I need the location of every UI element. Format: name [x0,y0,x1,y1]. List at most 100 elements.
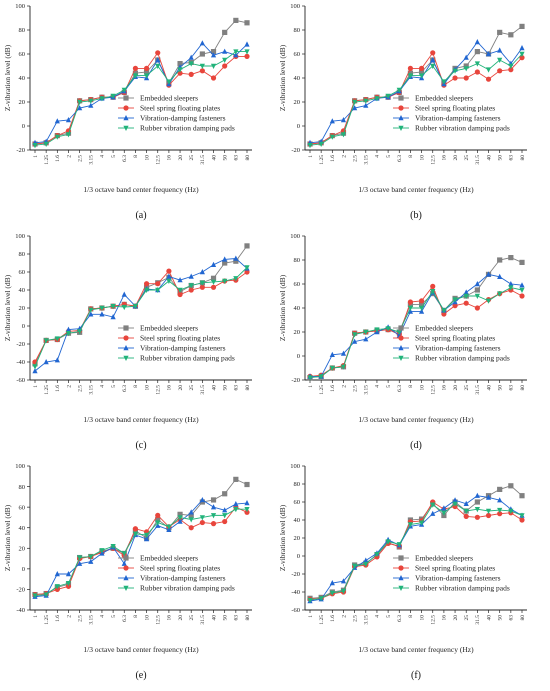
data-point [508,63,514,69]
data-point [233,17,239,23]
data-point [474,49,480,55]
data-point [177,61,183,67]
data-point [340,350,347,356]
data-point [188,61,194,67]
data-point [407,299,414,305]
data-point [474,69,480,75]
data-point [463,63,469,69]
y-tick-label: 20 [294,329,301,336]
data-point [352,563,358,569]
chart-svg: -20 0 20 40 60 80 100 1 1.25 1.6 2 2.5 3.15 4 5 6.3 8 10 1… [278,3,527,221]
x-tick-label: 16 [167,615,173,621]
x-tick-label: 16 [167,385,173,391]
data-point [318,141,324,147]
data-point [32,593,38,599]
legend-label: Embedded sleepers [415,554,473,563]
data-point [121,304,127,311]
x-tick-label: 3.15 [364,155,370,165]
chart-svg: -60 -40 -20 0 20 40 60 80 100 1 1.25 1.6 2 2.5 3.15 4 5 6… [278,463,527,681]
x-axis-label: 1/3 octave band center frequency (Hz) [358,415,474,424]
data-point [430,57,436,63]
data-point [519,287,525,293]
data-point [177,515,183,521]
data-point [188,512,194,518]
data-point [497,511,503,517]
y-tick-label: 60 [294,281,301,288]
chart-panel-f: -60 -40 -20 0 20 40 60 80 100 1 1.25 1.6 2 2.5 3.15 4 5 6… [275,460,550,690]
data-point [452,497,458,503]
data-point [244,20,250,26]
series-line [34,42,248,144]
data-point [43,359,49,365]
x-tick-label: 1.25 [319,615,325,625]
y-tick-label: -40 [16,607,25,614]
data-point [188,509,194,515]
data-point [519,517,525,523]
y-tick-label: 100 [290,463,300,470]
data-point [340,117,347,123]
data-point [418,305,425,311]
legend-marker [123,565,129,571]
x-tick-label: 4 [375,615,381,618]
panel-label: (f) [411,670,421,681]
y-tick-label: -40 [291,589,300,596]
y-axis-label: Z-vibration level (dB) [3,274,12,341]
legend-marker [123,95,129,101]
data-point [352,332,358,338]
data-point [396,542,402,548]
legend-marker [398,585,404,591]
y-tick-label: 80 [19,27,26,34]
data-point [418,520,425,526]
data-point [474,514,480,520]
data-point [396,329,402,335]
x-tick-label: 10 [419,155,425,161]
y-tick-label: -20 [16,587,25,594]
data-point [65,132,72,138]
legend-label: Rubber vibration damping pads [415,124,510,133]
legend-marker [123,325,129,331]
x-tick-label: 2.5 [77,155,83,162]
y-tick-label: -20 [291,571,300,578]
data-point [233,258,239,264]
data-point [430,63,436,69]
data-point [77,105,83,111]
data-point [485,76,492,82]
legend-marker [123,555,129,561]
legend-marker [398,105,404,111]
x-tick-label: 4 [375,155,381,158]
data-point [210,279,217,285]
data-point [463,75,469,81]
x-tick-label: 31.5 [475,155,481,165]
legend-marker [398,555,404,561]
data-point [99,96,105,102]
legend-label: Embedded sleepers [415,324,473,333]
data-point [430,502,436,508]
data-point [143,536,150,542]
data-point [430,289,436,295]
data-point [441,505,447,511]
series-line [34,267,248,367]
data-point [222,260,228,266]
legend-label: Rubber vibration damping pads [140,354,235,363]
x-tick-label: 12.5 [431,385,437,395]
data-point [32,368,38,374]
y-tick-label: -60 [16,377,25,384]
data-point [519,513,525,519]
data-point [452,297,458,303]
data-point [222,507,228,513]
x-tick-label: 2.5 [352,385,358,392]
data-point [210,52,217,58]
x-tick-label: 1.6 [330,155,336,162]
x-tick-label: 1 [308,155,314,158]
data-point [329,580,335,586]
data-point [307,597,313,604]
data-point [244,481,250,488]
x-tick-label: 50 [222,385,228,391]
data-point [222,57,228,63]
data-point [65,581,72,587]
x-tick-label: 80 [245,155,251,161]
data-point [329,134,335,140]
data-point [143,73,150,79]
y-tick-label: 20 [19,99,26,106]
chart-svg: -60 -40 -20 0 20 40 60 80 100 1 1.25 1.6 2 2.5 3.15 4 5 6… [3,233,252,451]
